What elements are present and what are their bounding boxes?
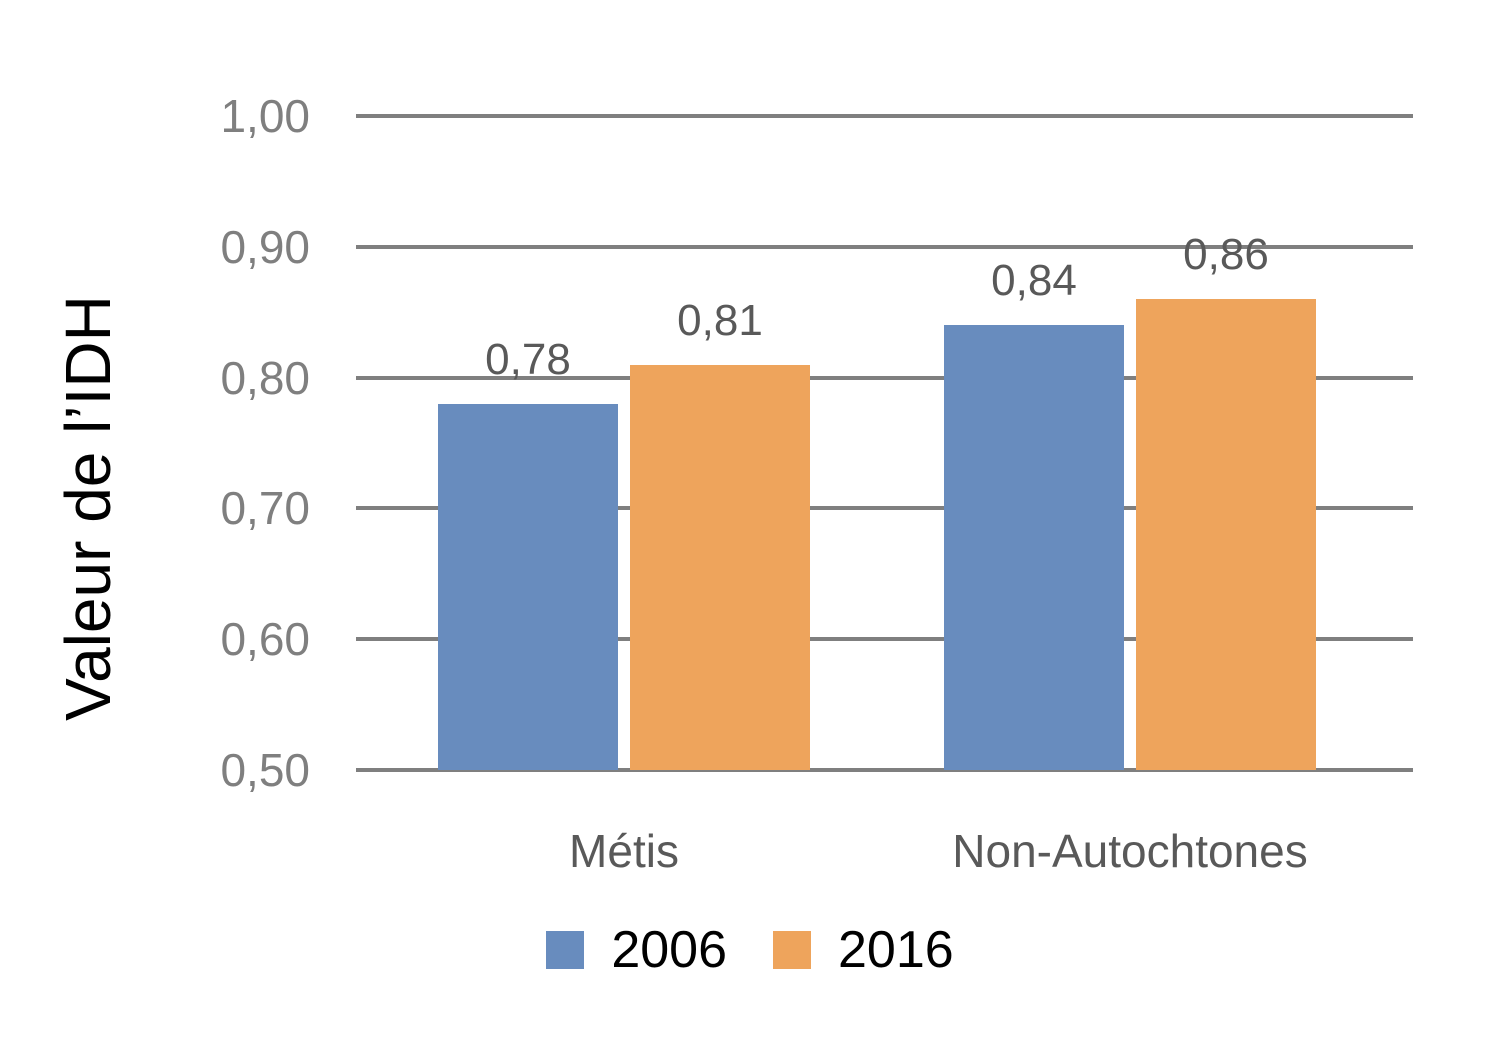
bar-2006-Métis: 0,78: [438, 337, 618, 770]
legend-label: 2006: [611, 921, 727, 979]
y-tick-label: 1,00: [220, 90, 310, 142]
y-tick-label: 0,50: [220, 744, 310, 796]
x-axis-labels: Métis Non-Autochtones: [356, 828, 1413, 888]
bar-2016-Métis: 0,81: [630, 298, 810, 770]
data-label: 0,81: [677, 295, 763, 345]
gridline: [356, 244, 1413, 249]
gridline: [356, 114, 1413, 118]
y-tick-label: 0,60: [220, 613, 310, 666]
y-tick-label: 0,80: [220, 351, 310, 404]
gridline: [356, 375, 1413, 380]
gridline: [356, 768, 1413, 772]
y-tick-label: 0,90: [220, 220, 310, 273]
data-label: 0,84: [991, 256, 1077, 306]
plot-area: 0,78 0,81 0,84 0,86: [356, 114, 1413, 772]
category-label: Métis: [569, 825, 679, 877]
gridline: [356, 506, 1413, 511]
legend-label: 2016: [838, 921, 954, 979]
y-tick-label: 0,70: [220, 482, 310, 535]
bar-2016-Non-Autochtones: 0,86: [1136, 233, 1316, 770]
data-label: 0,86: [1183, 230, 1269, 280]
y-axis-ticks: 0,50 0,60 0,70 0,80 0,90 1,00: [0, 93, 310, 793]
bar-2006-Non-Autochtones: 0,84: [944, 259, 1124, 770]
category-label: Non-Autochtones: [952, 825, 1308, 877]
gridline: [356, 637, 1413, 642]
data-label: 0,78: [485, 334, 571, 384]
legend-item-2016: 2016: [773, 924, 954, 976]
legend-item-2006: 2006: [546, 924, 727, 976]
legend: 2006 2016: [0, 924, 1500, 976]
legend-swatch-icon: [773, 931, 811, 969]
legend-swatch-icon: [546, 931, 585, 969]
